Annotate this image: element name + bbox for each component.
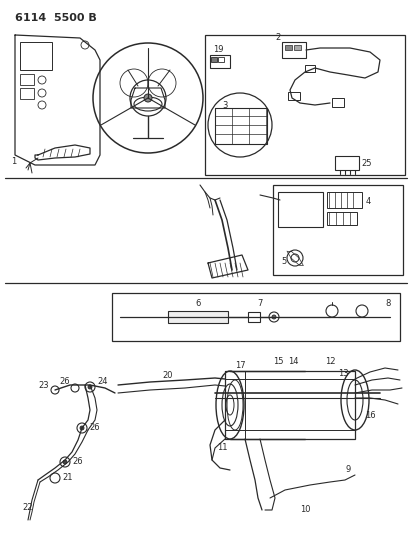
Text: 5: 5 (281, 257, 287, 266)
Bar (20, 42, 52, 70)
Text: 24: 24 (98, 377, 108, 386)
Text: 20: 20 (163, 370, 173, 379)
Text: 13: 13 (338, 368, 348, 377)
Text: 25: 25 (362, 158, 372, 167)
Bar (327, 192, 362, 208)
Bar (305, 65, 315, 72)
Text: 7: 7 (258, 300, 263, 309)
Text: 8: 8 (385, 300, 391, 309)
Bar (211, 57, 217, 62)
Bar (225, 371, 245, 439)
Text: 17: 17 (235, 360, 245, 369)
Bar (20, 74, 34, 85)
Text: 3: 3 (222, 101, 228, 109)
Bar (168, 311, 228, 323)
Bar (248, 312, 260, 322)
Circle shape (80, 426, 84, 430)
Text: 23: 23 (39, 381, 49, 390)
Text: 14: 14 (288, 357, 298, 366)
Bar (278, 192, 323, 227)
Circle shape (88, 385, 92, 389)
Bar (335, 156, 359, 170)
Text: 1: 1 (12, 157, 16, 166)
Bar (215, 108, 267, 144)
Text: 4: 4 (365, 198, 371, 206)
Bar (112, 293, 400, 341)
Text: 6: 6 (195, 300, 201, 309)
Bar (218, 57, 224, 62)
Circle shape (272, 315, 276, 319)
Text: 15: 15 (273, 357, 283, 366)
Text: 26: 26 (90, 424, 100, 432)
Circle shape (144, 94, 152, 102)
Bar (225, 371, 355, 439)
Text: 26: 26 (60, 377, 70, 386)
Text: 2: 2 (275, 34, 281, 43)
Text: 6114  5500 B: 6114 5500 B (15, 13, 97, 23)
Bar (220, 368, 305, 443)
Text: 16: 16 (365, 410, 375, 419)
Text: 26: 26 (73, 457, 83, 466)
Bar (294, 45, 301, 50)
Bar (20, 88, 34, 99)
Bar (273, 185, 403, 275)
Bar (288, 92, 300, 100)
Text: 10: 10 (300, 505, 310, 514)
Bar (285, 45, 292, 50)
Bar (327, 212, 357, 225)
Text: 9: 9 (345, 465, 351, 474)
Text: 12: 12 (325, 357, 335, 366)
Bar (332, 98, 344, 107)
Text: 11: 11 (217, 442, 227, 451)
Bar (282, 42, 306, 58)
Bar (205, 35, 405, 175)
Text: 21: 21 (63, 473, 73, 482)
Circle shape (63, 460, 67, 464)
Bar (210, 55, 230, 68)
Text: 19: 19 (213, 45, 223, 54)
Text: 22: 22 (23, 504, 33, 513)
